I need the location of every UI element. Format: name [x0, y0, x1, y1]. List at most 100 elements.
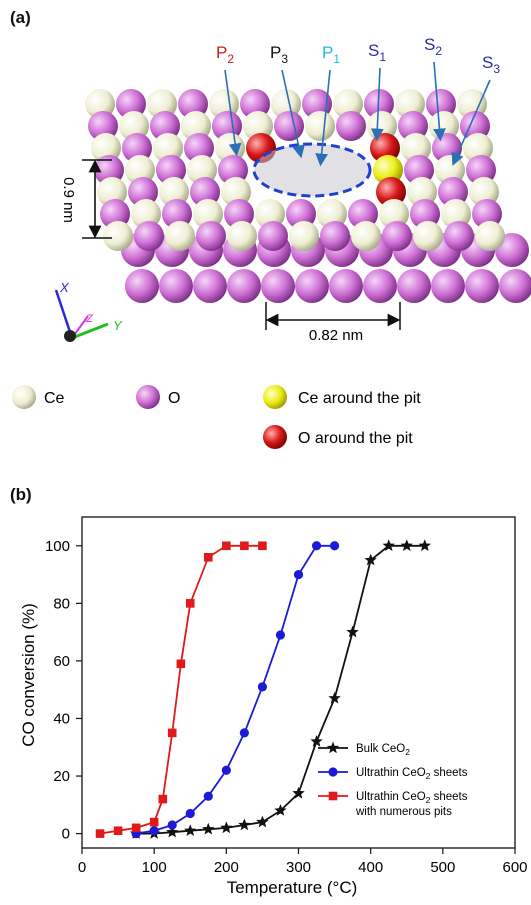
legend-entry-0: Bulk CeO2 [318, 741, 410, 757]
width-dimension: 0.82 nm [265, 302, 401, 344]
o-legend-sphere [136, 385, 160, 409]
y-tick-label: 0 [62, 826, 70, 843]
ce-atom [153, 133, 183, 163]
o-atom [134, 221, 164, 251]
o-atom [472, 199, 502, 229]
legend-marker [326, 741, 340, 754]
x-tick-label: 0 [78, 859, 86, 876]
o-atom [274, 111, 304, 141]
o-atom [196, 221, 226, 251]
o-atom [329, 269, 363, 303]
data-point [328, 691, 341, 704]
atom-legend: Ce O Ce around the pit O around the pit [12, 385, 421, 449]
data-point [149, 826, 159, 836]
ce-pit-atom [373, 155, 403, 185]
pit-outline [252, 142, 372, 198]
o-pit-atom [376, 177, 406, 207]
data-point [364, 553, 377, 566]
axis-z-label: Z [85, 313, 94, 325]
y-tick-label: 100 [45, 538, 70, 555]
o-atom [184, 133, 214, 163]
ce-pit-legend-sphere [263, 385, 287, 409]
legend-marker [328, 767, 338, 777]
o-atom [190, 177, 220, 207]
arrow-s2 [433, 61, 446, 142]
o-atom [404, 155, 434, 185]
panel-b-label: (b) [10, 485, 32, 504]
data-point [95, 829, 105, 838]
o-atom [116, 89, 146, 119]
pit-region [252, 142, 372, 198]
series-line [135, 544, 335, 835]
series-1 [131, 541, 340, 839]
legend-label-line2: with numerous pits [355, 806, 452, 818]
data-point [222, 541, 231, 551]
data-point [184, 824, 197, 836]
data-point [382, 539, 395, 551]
o-atom [382, 221, 412, 251]
arrow-p2 [224, 69, 242, 157]
ce-atom [119, 111, 149, 141]
o-pit-legend-label: O around the pit [298, 430, 413, 447]
data-point [220, 821, 233, 834]
data-point [203, 552, 213, 562]
data-point [167, 728, 177, 738]
o-atom [466, 155, 496, 185]
ce-legend-sphere [12, 385, 36, 409]
y-tick-label: 80 [53, 595, 70, 612]
ceo2-slab-illustration: P2 P3 P1 S1 S2 S3 0.9 nm 0.82 nm X Y Z Ce O C… [12, 35, 531, 449]
ce-atom [227, 221, 257, 251]
o-atom [88, 111, 118, 141]
ce-atom [243, 111, 273, 141]
data-point [176, 659, 186, 669]
ce-legend-label: Ce [44, 390, 65, 407]
data-point [203, 791, 213, 801]
o-atom [156, 155, 186, 185]
o-atom [150, 111, 180, 141]
data-point [221, 765, 231, 775]
thickness-dimension: 0.9 nm [60, 159, 112, 239]
ce-atom [221, 177, 251, 207]
o-atom [397, 269, 431, 303]
o-atom [336, 111, 366, 141]
ce-atom [441, 199, 471, 229]
o-atom [193, 269, 227, 303]
x-axis-label: Temperature (°C) [227, 878, 358, 897]
data-point [274, 804, 287, 816]
thickness-label: 0.9 nm [60, 177, 77, 223]
ce-atom [395, 89, 425, 119]
ce-pit-legend-label: Ce around the pit [298, 390, 421, 407]
site-arrows [224, 61, 491, 167]
legend-marker [328, 791, 338, 801]
data-point [185, 599, 195, 608]
series-line [99, 544, 263, 835]
ce-atom [187, 155, 217, 185]
series-0 [129, 539, 431, 839]
ce-atom [317, 199, 347, 229]
x-tick-label: 600 [502, 859, 527, 876]
o-atom [426, 89, 456, 119]
o-atom [465, 269, 499, 303]
ce-atom [91, 133, 121, 163]
data-point [311, 541, 322, 551]
arrow-p3 [281, 69, 305, 159]
site-labels: P2 P3 P1 S1 S2 S3 [216, 35, 500, 76]
data-point [418, 539, 431, 551]
o-atom [499, 269, 531, 303]
series-layer [95, 539, 431, 839]
ce-atom [193, 199, 223, 229]
site-label-p1: P1 [322, 43, 340, 66]
o-legend-label: O [168, 390, 180, 407]
site-label-s2: S2 [424, 35, 442, 58]
data-point [185, 808, 195, 819]
data-point [258, 541, 267, 551]
ce-atom [475, 221, 505, 251]
data-point [202, 822, 215, 835]
ce-atom [165, 221, 195, 251]
ce-atom [457, 89, 487, 119]
ce-atom [159, 177, 189, 207]
data-point [240, 541, 249, 551]
o-atom [100, 199, 130, 229]
o-atom [122, 133, 152, 163]
data-point [292, 786, 305, 799]
